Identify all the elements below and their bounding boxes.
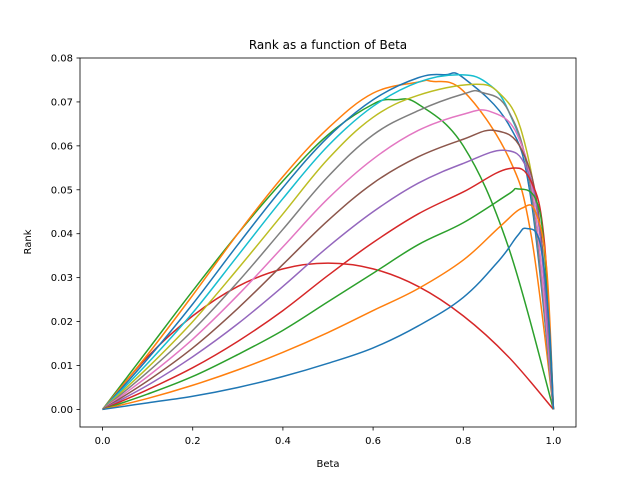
y-tick-label: 0.05 — [51, 185, 73, 196]
y-tick-label: 0.01 — [51, 361, 73, 372]
y-tick-label: 0.08 — [51, 54, 73, 65]
x-tick-label: 0.4 — [275, 436, 291, 447]
y-tick-label: 0.04 — [51, 229, 73, 240]
series-line-3 — [101, 79, 555, 410]
y-axis-label: Rank — [23, 229, 34, 254]
series-line-8 — [102, 109, 555, 411]
x-tick-label: 0.0 — [95, 436, 111, 447]
x-tick-label: 1.0 — [546, 436, 562, 447]
series-line-7 — [102, 89, 555, 411]
series-line-4 — [101, 72, 555, 410]
x-tick-label: 0.2 — [185, 436, 201, 447]
series-layer — [101, 72, 555, 411]
y-tick-label: 0.00 — [51, 405, 73, 416]
series-line-2 — [101, 98, 555, 410]
y-tick-label: 0.02 — [51, 317, 73, 328]
series-line-10 — [102, 149, 555, 411]
x-tick-label: 0.8 — [455, 436, 471, 447]
series-line-1 — [101, 262, 555, 410]
plot-frame — [79, 57, 577, 428]
y-axis: 0.00 0.01 0.02 0.03 0.04 0.05 0.06 0.07 0.08 — [51, 54, 80, 416]
x-axis-label: Beta — [316, 459, 339, 470]
series-line-12 — [102, 187, 555, 411]
y-tick-label: 0.03 — [51, 273, 73, 284]
x-axis: 0.0 0.2 0.4 0.6 0.8 1.0 — [95, 427, 562, 447]
series-line-9 — [102, 129, 555, 411]
y-tick-label: 0.06 — [51, 141, 73, 152]
y-tick-label: 0.07 — [51, 97, 73, 108]
series-line-11 — [102, 167, 555, 411]
series-line-13 — [102, 204, 555, 411]
series-line-14 — [102, 227, 555, 411]
chart-title: Rank as a function of Beta — [249, 38, 407, 52]
x-tick-label: 0.6 — [365, 436, 381, 447]
